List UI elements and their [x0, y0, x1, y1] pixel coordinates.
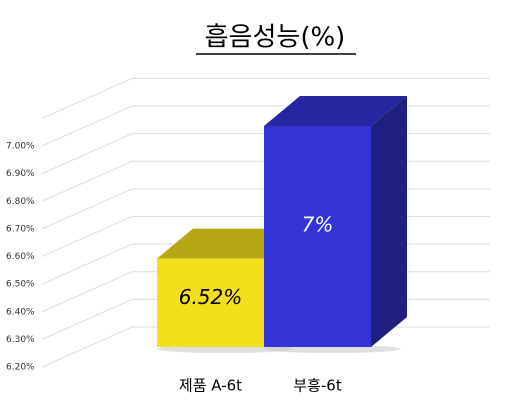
bar: [157, 258, 264, 347]
x-tick-label: 부흥-6t: [293, 377, 342, 395]
bar: [264, 126, 371, 347]
x-tick-label: 제품 A-6t: [179, 377, 242, 395]
y-tick-label: 6.60%: [6, 252, 35, 262]
value-label: 7%: [302, 213, 334, 237]
y-tick-label: 6.40%: [6, 307, 35, 317]
value-label: 6.52%: [179, 285, 243, 309]
y-tick-label: 6.30%: [6, 335, 35, 345]
y-tick-label: 6.70%: [6, 224, 35, 234]
y-tick-label: 6.50%: [6, 280, 35, 290]
bar-top: [264, 96, 407, 126]
y-tick-label: 6.80%: [6, 197, 35, 207]
wall-edge: [41, 77, 490, 119]
y-tick-label: 6.90%: [6, 169, 35, 179]
y-tick-label: 7.00%: [6, 142, 35, 152]
y-tick-label: 6.20%: [6, 363, 35, 373]
bar-side: [371, 96, 407, 347]
chart-title: 흡음성능(%): [205, 23, 346, 53]
